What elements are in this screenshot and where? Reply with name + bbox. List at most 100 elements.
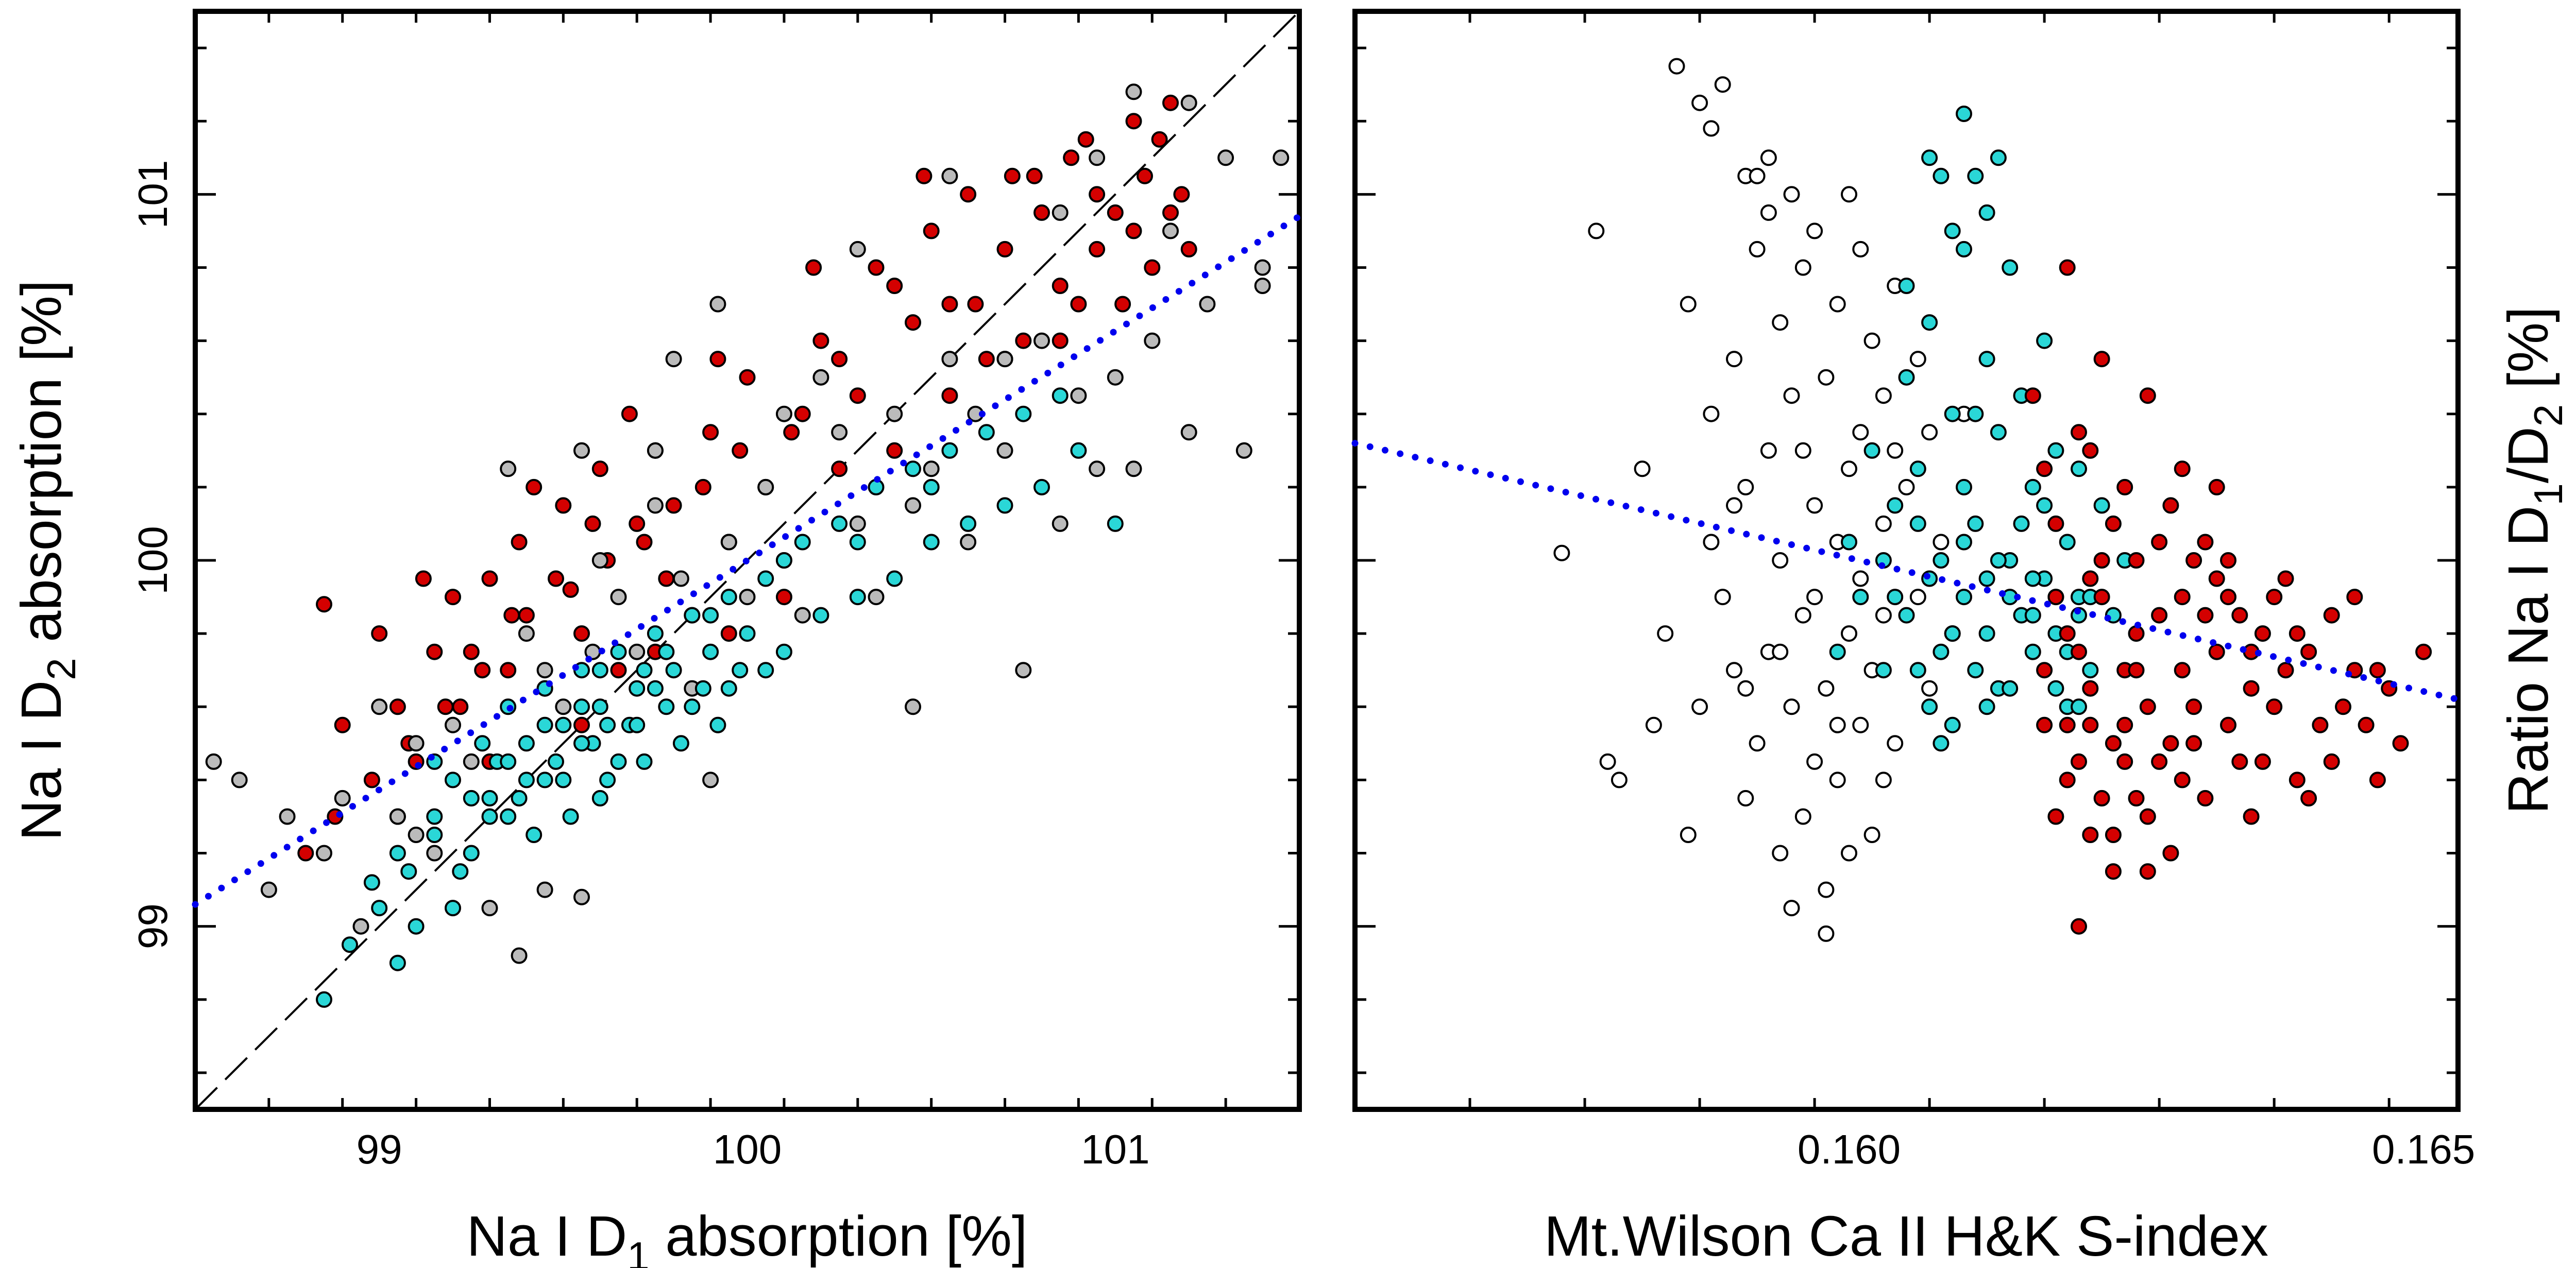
data-point bbox=[2059, 716, 2076, 733]
data-point bbox=[1114, 296, 1131, 313]
data-point bbox=[1956, 589, 1972, 606]
data-point bbox=[996, 442, 1013, 459]
data-point bbox=[1794, 259, 1811, 276]
data-point bbox=[1956, 478, 1972, 495]
data-point bbox=[408, 827, 425, 843]
data-point bbox=[1783, 900, 1800, 917]
data-point bbox=[720, 625, 737, 642]
data-point bbox=[1875, 387, 1892, 404]
data-point bbox=[536, 662, 553, 679]
data-point bbox=[739, 589, 756, 606]
data-point bbox=[2197, 534, 2214, 551]
data-point bbox=[2220, 552, 2236, 569]
data-point bbox=[812, 369, 829, 386]
data-point bbox=[474, 735, 491, 752]
data-point bbox=[629, 716, 646, 733]
data-point bbox=[2289, 625, 2306, 642]
data-point bbox=[2312, 716, 2329, 733]
data-point bbox=[665, 351, 682, 368]
data-point bbox=[672, 735, 689, 752]
data-point bbox=[1909, 662, 1926, 679]
data-point bbox=[408, 735, 425, 752]
data-point bbox=[1737, 680, 1754, 697]
data-point bbox=[1806, 753, 1823, 770]
data-point bbox=[389, 698, 406, 715]
data-point bbox=[1749, 735, 1766, 752]
data-point bbox=[1151, 131, 1168, 148]
data-point bbox=[2128, 790, 2145, 807]
data-point bbox=[1070, 296, 1087, 313]
data-point bbox=[1033, 204, 1050, 221]
data-point bbox=[503, 607, 520, 624]
data-point bbox=[297, 845, 314, 862]
data-point bbox=[1887, 735, 1904, 752]
data-point bbox=[1921, 698, 1938, 715]
data-point bbox=[371, 900, 388, 917]
data-point bbox=[426, 827, 443, 843]
linear-fit-line bbox=[192, 213, 1303, 908]
data-point bbox=[1680, 296, 1697, 313]
data-point bbox=[1714, 76, 1731, 93]
data-point bbox=[1898, 478, 1915, 495]
data-point bbox=[2369, 662, 2386, 679]
data-point bbox=[2243, 808, 2260, 825]
data-point bbox=[573, 698, 590, 715]
data-point bbox=[1680, 827, 1697, 843]
data-point bbox=[2208, 643, 2225, 660]
data-point bbox=[1944, 405, 1961, 422]
data-point bbox=[2036, 332, 2053, 349]
data-point bbox=[2105, 515, 2122, 532]
data-point bbox=[426, 845, 443, 862]
data-point bbox=[658, 698, 675, 715]
data-point bbox=[1921, 314, 1938, 331]
data-point bbox=[1875, 515, 1892, 532]
data-point bbox=[757, 478, 774, 495]
data-point bbox=[2139, 698, 2156, 715]
data-point bbox=[279, 808, 296, 825]
data-point bbox=[665, 662, 682, 679]
data-point bbox=[1760, 442, 1777, 459]
data-point bbox=[849, 387, 866, 404]
data-point bbox=[1956, 106, 1972, 122]
data-point bbox=[426, 808, 443, 825]
data-point bbox=[1794, 607, 1811, 624]
data-point bbox=[1668, 58, 1685, 75]
data-point bbox=[1863, 827, 1880, 843]
data-point bbox=[775, 552, 792, 569]
data-point bbox=[2346, 589, 2363, 606]
data-point bbox=[1990, 424, 2007, 441]
data-point bbox=[2323, 607, 2340, 624]
data-point bbox=[1818, 680, 1835, 697]
data-point bbox=[536, 881, 553, 898]
data-point bbox=[1144, 259, 1161, 276]
right-data-marks bbox=[1351, 58, 2462, 942]
data-point bbox=[1852, 424, 1869, 441]
data-point bbox=[2139, 808, 2156, 825]
data-point bbox=[1909, 515, 1926, 532]
data-point bbox=[2335, 698, 2351, 715]
data-point bbox=[2185, 552, 2202, 569]
x-tick-label: 101 bbox=[1081, 1126, 1149, 1172]
data-point bbox=[2139, 863, 2156, 880]
left-y-axis-title: Na I D2 absorption [%] bbox=[10, 280, 84, 841]
data-point bbox=[2151, 753, 2168, 770]
data-point bbox=[941, 351, 958, 368]
data-point bbox=[371, 698, 388, 715]
data-point bbox=[684, 698, 701, 715]
data-point bbox=[2036, 497, 2053, 514]
data-point bbox=[445, 900, 461, 917]
right-y-axis-title: Ratio Na I D1/D2 [%] bbox=[2497, 306, 2571, 814]
data-point bbox=[481, 900, 498, 917]
data-point bbox=[518, 772, 535, 789]
data-point bbox=[794, 607, 811, 624]
data-point bbox=[2358, 716, 2375, 733]
data-point bbox=[1772, 845, 1789, 862]
data-point bbox=[573, 625, 590, 642]
data-point bbox=[2197, 790, 2214, 807]
data-point bbox=[2105, 827, 2122, 843]
data-point bbox=[591, 698, 608, 715]
data-point bbox=[1933, 643, 1950, 660]
data-point bbox=[2047, 442, 2064, 459]
data-point bbox=[1956, 241, 1972, 258]
